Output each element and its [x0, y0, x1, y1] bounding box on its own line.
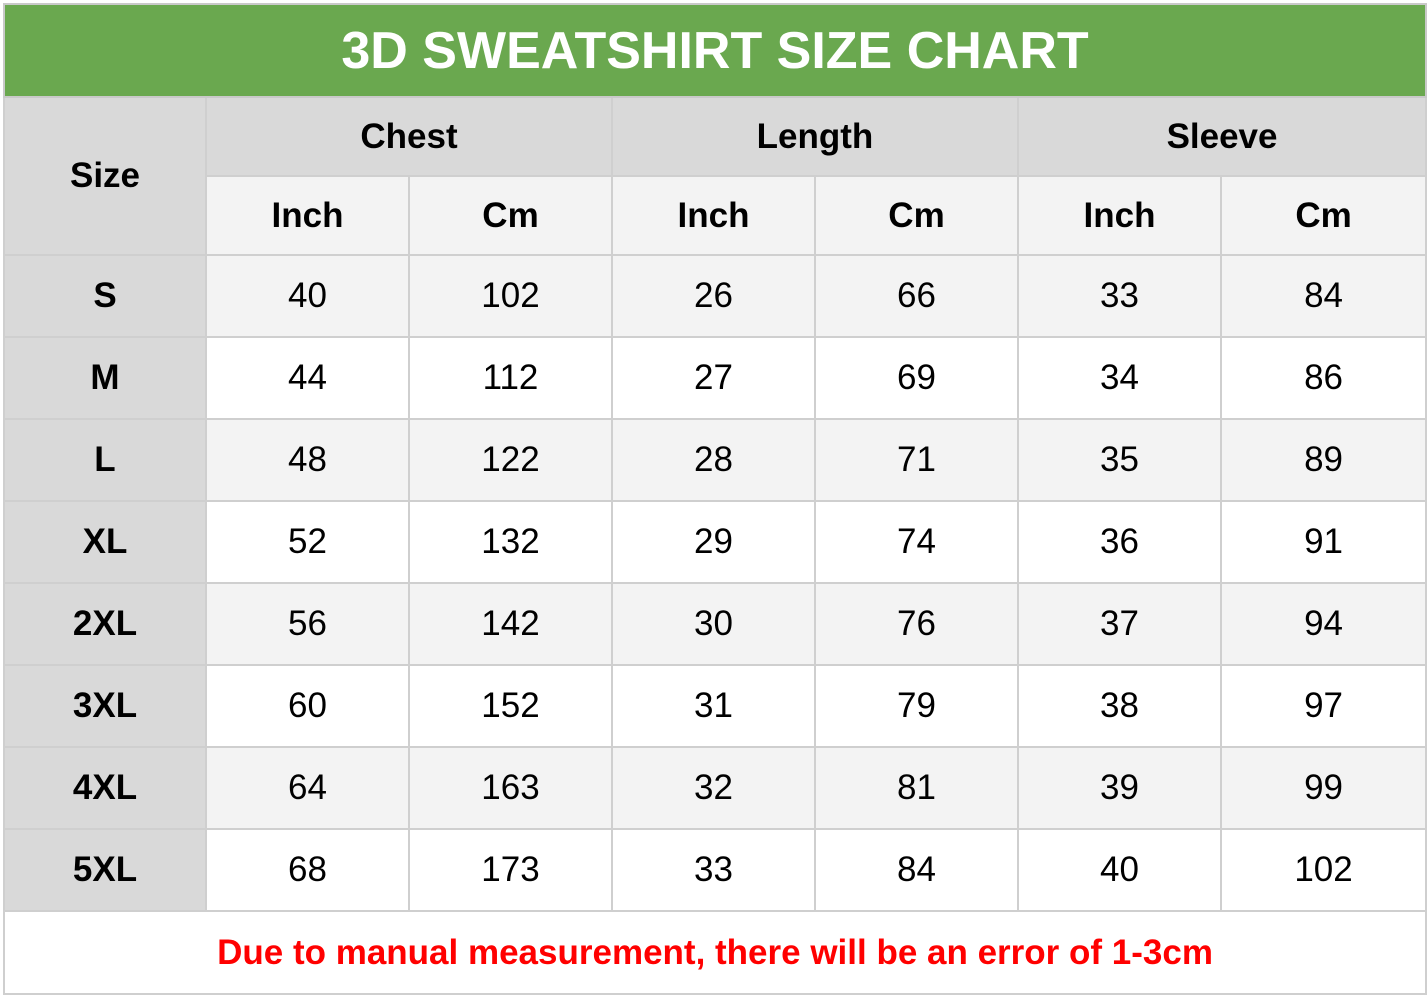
measurement-cell: 66 — [814, 254, 1019, 338]
measurement-cell: 102 — [1219, 828, 1428, 912]
measurement-cell: 44 — [205, 336, 410, 420]
measurement-cell: 89 — [1219, 418, 1428, 502]
measurement-note: Due to manual measurement, there will be… — [2, 910, 1428, 995]
size-label: 4XL — [3, 746, 207, 830]
size-label: S — [3, 254, 207, 338]
measurement-cell: 29 — [611, 500, 816, 584]
measurement-cell: 48 — [205, 418, 410, 502]
measurement-cell: 40 — [1017, 828, 1222, 912]
measurement-cell: 33 — [611, 828, 816, 912]
size-header: Size — [3, 96, 207, 256]
table-row: 4XL 64 163 32 81 39 99 — [3, 746, 1428, 830]
measurement-cell: 26 — [611, 254, 816, 338]
measurement-cell: 112 — [408, 336, 613, 420]
measurement-cell: 32 — [611, 746, 816, 830]
unit-header: Cm — [1219, 175, 1428, 256]
measurement-cell: 102 — [408, 254, 613, 338]
measurement-cell: 27 — [611, 336, 816, 420]
size-label: L — [3, 418, 207, 502]
measurement-cell: 28 — [611, 418, 816, 502]
size-label: 2XL — [3, 582, 207, 666]
measurement-cell: 132 — [408, 500, 613, 584]
table-row: L 48 122 28 71 35 89 — [3, 418, 1428, 502]
measurement-cell: 60 — [205, 664, 410, 748]
measurement-cell: 142 — [408, 582, 613, 666]
measurement-cell: 38 — [1017, 664, 1222, 748]
chest-header: Chest — [205, 96, 613, 177]
measurement-cell: 173 — [408, 828, 613, 912]
measurement-cell: 33 — [1017, 254, 1222, 338]
size-label: 5XL — [3, 828, 207, 912]
measurement-cell: 79 — [814, 664, 1019, 748]
measurement-cell: 84 — [1219, 254, 1428, 338]
size-label: M — [3, 336, 207, 420]
measurement-cell: 122 — [408, 418, 613, 502]
measurement-cell: 35 — [1017, 418, 1222, 502]
measurement-cell: 40 — [205, 254, 410, 338]
sleeve-header: Sleeve — [1016, 96, 1428, 177]
unit-header: Cm — [814, 175, 1019, 256]
measurement-cell: 39 — [1017, 746, 1222, 830]
length-header: Length — [611, 96, 1019, 177]
measurement-cell: 81 — [814, 746, 1019, 830]
measurement-cell: 94 — [1219, 582, 1428, 666]
measurement-cell: 68 — [205, 828, 410, 912]
chart-title: 3D SWEATSHIRT SIZE CHART — [2, 3, 1428, 98]
size-label: XL — [3, 500, 207, 584]
note-row: Due to manual measurement, there will be… — [2, 910, 1428, 995]
measurement-cell: 52 — [205, 500, 410, 584]
unit-header: Inch — [611, 175, 816, 256]
table-row: M 44 112 27 69 34 86 — [3, 336, 1428, 420]
measurement-cell: 99 — [1219, 746, 1428, 830]
measurement-cell: 74 — [814, 500, 1019, 584]
measurement-cell: 56 — [205, 582, 410, 666]
unit-header: Cm — [408, 175, 613, 256]
measurement-cell: 64 — [205, 746, 410, 830]
measurement-cell: 86 — [1219, 336, 1428, 420]
table-row: 2XL 56 142 30 76 37 94 — [3, 582, 1428, 666]
unit-header: Inch — [205, 175, 410, 256]
measurement-cell: 36 — [1017, 500, 1222, 584]
measurement-cell: 163 — [408, 746, 613, 830]
measurement-cell: 37 — [1017, 582, 1222, 666]
measurement-cell: 76 — [814, 582, 1019, 666]
measurement-cell: 97 — [1219, 664, 1428, 748]
measurement-cell: 71 — [814, 418, 1019, 502]
measurement-cell: 152 — [408, 664, 613, 748]
size-label: 3XL — [3, 664, 207, 748]
measurement-cell: 30 — [611, 582, 816, 666]
measurement-cell: 34 — [1017, 336, 1222, 420]
measurement-cell: 69 — [814, 336, 1019, 420]
table-row: 5XL 68 173 33 84 40 102 — [3, 828, 1428, 912]
measurement-cell: 84 — [814, 828, 1019, 912]
size-chart-table: 3D SWEATSHIRT SIZE CHART Size Chest Leng… — [2, 3, 1428, 995]
measurement-cell: 31 — [611, 664, 816, 748]
table-row: XL 52 132 29 74 36 91 — [3, 500, 1428, 584]
measurement-cell: 91 — [1219, 500, 1428, 584]
table-row: 3XL 60 152 31 79 38 97 — [3, 664, 1428, 748]
unit-header: Inch — [1017, 175, 1222, 256]
table-row: S 40 102 26 66 33 84 — [3, 254, 1428, 338]
